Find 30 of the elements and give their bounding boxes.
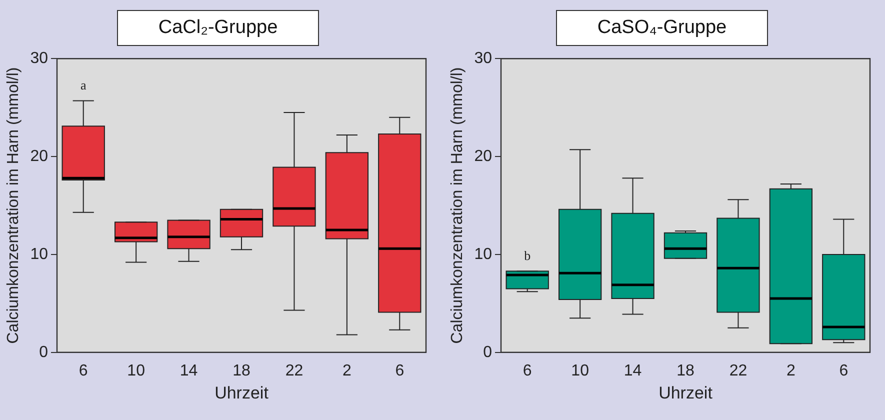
x-tick-label: 22: [729, 362, 748, 380]
x-tick-label: 14: [180, 362, 198, 380]
y-tick-label: 20: [30, 148, 48, 165]
x-tick-label: 22: [285, 362, 304, 380]
chart-title: CaCl₂-Gruppe: [117, 10, 319, 46]
annotation: b: [524, 248, 531, 264]
x-tick-label: 10: [127, 362, 146, 380]
y-axis-title: Calciumkonzentration im Harn (mmol/l): [449, 67, 466, 344]
y-tick-label: 0: [39, 344, 48, 361]
x-tick-label: 6: [522, 362, 532, 380]
x-tick-label: 6: [78, 362, 88, 380]
x-tick-label: 6: [395, 362, 404, 380]
x-tick-label: 14: [624, 362, 642, 380]
y-tick-label: 20: [474, 148, 492, 165]
x-tick-label: 18: [676, 362, 694, 380]
y-tick-label: 10: [474, 246, 492, 263]
x-tick-label: 2: [786, 362, 796, 380]
x-axis-title: Uhrzeit: [658, 383, 713, 402]
y-tick-label: 30: [30, 50, 48, 68]
x-tick-label: 18: [232, 362, 250, 380]
x-tick-label: 6: [839, 362, 848, 380]
y-tick-label: 30: [474, 50, 492, 68]
x-tick-label: 2: [342, 362, 352, 380]
y-axis-title: Calciumkonzentration im Harn (mmol/l): [5, 67, 22, 344]
y-tick-label: 0: [483, 344, 492, 361]
chart-title: CaSO₄-Gruppe: [556, 10, 768, 46]
annotation: a: [80, 78, 86, 93]
x-axis-title: Uhrzeit: [214, 383, 269, 402]
y-tick-label: 10: [30, 246, 48, 263]
x-tick-label: 10: [571, 362, 590, 380]
